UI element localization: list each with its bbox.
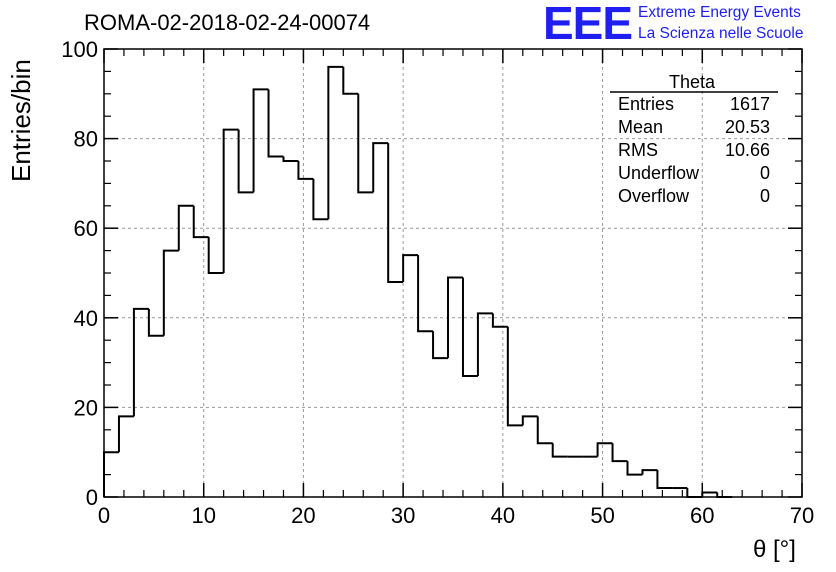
stats-label: Underflow (618, 163, 700, 183)
stats-value: 0 (760, 186, 770, 206)
histogram-bin (506, 326, 523, 427)
stats-value: 1617 (730, 94, 770, 114)
stats-label: RMS (618, 140, 658, 160)
histogram-bin (282, 156, 299, 162)
histogram-bin (327, 65, 344, 220)
y-axis-label: Entries/bin (6, 59, 36, 182)
stats-title: Theta (669, 72, 716, 92)
histogram-bin (207, 237, 224, 274)
histogram-bin (461, 277, 478, 378)
x-tick-label: 40 (491, 503, 515, 528)
histogram-bin (252, 88, 269, 193)
stats-label: Mean (618, 117, 663, 137)
histogram-bin (551, 443, 568, 458)
x-tick-label: 60 (690, 503, 714, 528)
x-axis-label: θ [°] (753, 536, 796, 563)
axis-ticks: 0 10 20 30 40 50 60 70 0 20 40 60 80 100 (61, 37, 814, 528)
stats-value: 20.53 (725, 117, 770, 137)
histogram-bin (162, 249, 179, 336)
histogram-bin (432, 331, 449, 360)
histogram-bin (297, 161, 314, 180)
histogram-bin (117, 415, 134, 453)
y-tick-label: 60 (74, 216, 98, 241)
x-tick-label: 30 (391, 503, 415, 528)
x-tick-label: 0 (98, 503, 110, 528)
histogram-bin (267, 89, 284, 158)
logo-line-2: La Scienza nelle Scuole (638, 25, 804, 42)
y-tick-label: 0 (86, 485, 98, 510)
y-tick-label: 20 (74, 395, 98, 420)
histogram-bin (491, 313, 508, 328)
stats-label: Overflow (618, 186, 690, 206)
histogram-bin (417, 255, 434, 333)
grid-lines (104, 49, 802, 497)
histogram-bin (447, 276, 463, 359)
histogram-bin (536, 416, 553, 445)
x-tick-label: 20 (291, 503, 315, 528)
histogram-bin (611, 443, 628, 463)
histogram-bin (312, 178, 329, 221)
y-tick-label: 80 (74, 127, 98, 152)
histogram-bin (641, 469, 658, 475)
x-tick-label: 10 (191, 503, 215, 528)
x-tick-label: 50 (590, 503, 614, 528)
histogram-series (103, 65, 733, 498)
histogram-bin (372, 142, 389, 193)
histogram-bin (237, 129, 254, 194)
histogram-bin (521, 415, 538, 426)
histogram-bin (357, 93, 374, 194)
eee-logo: EEE (543, 0, 633, 49)
run-title: ROMA-02-2018-02-24-00074 (84, 10, 371, 35)
stats-value: 10.66 (725, 140, 770, 160)
stats-label: Entries (618, 94, 674, 114)
x-tick-label: 70 (790, 503, 814, 528)
histogram-bin (342, 66, 359, 95)
histogram-bin (402, 254, 419, 282)
histogram-bin (147, 308, 164, 337)
histogram-bin (686, 488, 703, 498)
histogram-bin (476, 312, 493, 377)
stats-box: Theta Entries 1617 Mean 20.53 RMS 10.66 Underf… (610, 72, 778, 206)
y-tick-label: 100 (61, 37, 98, 62)
histogram-bin (656, 470, 673, 490)
histogram-bin (626, 461, 643, 476)
histogram-bin (177, 204, 194, 251)
histogram-bin (192, 205, 209, 239)
histogram-bin (132, 307, 149, 417)
histogram-bin (596, 442, 613, 457)
stats-value: 0 (760, 163, 770, 183)
y-tick-label: 40 (74, 306, 98, 331)
histogram-bin (387, 143, 404, 283)
logo-line-1: Extreme Energy Events (638, 4, 801, 21)
histogram-bin (222, 128, 239, 273)
